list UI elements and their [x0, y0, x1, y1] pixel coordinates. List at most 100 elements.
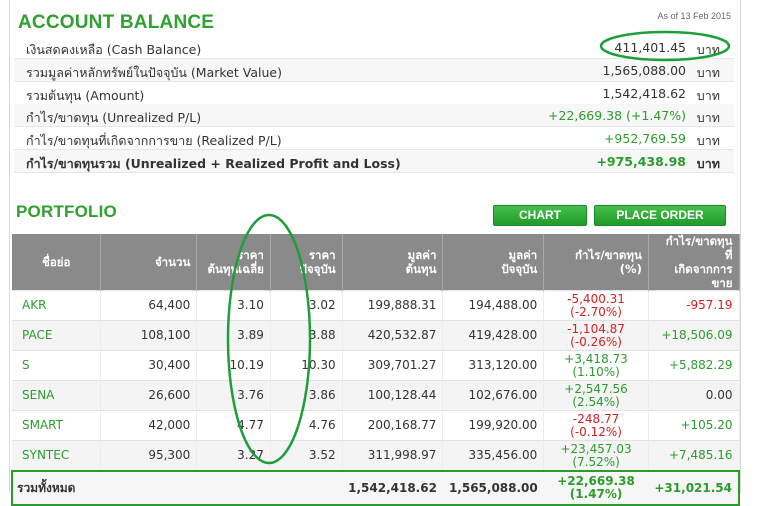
cell-cost-value: 200,168.77 [342, 410, 444, 441]
header-price[interactable]: ราคา ปัจจุบัน [270, 234, 343, 291]
cell-volume: 42,000 [100, 410, 198, 441]
cell-avg-cost: 3.89 [196, 320, 271, 351]
table-row[interactable]: S 30,400 10.19 10.30 309,701.27 313,120.00 +3,… [12, 350, 740, 381]
header-market-value[interactable]: มูลค่า ปัจจุบัน [442, 234, 545, 291]
total-unrealized-pl: +22,669.38 (1.47%) [543, 470, 649, 506]
pl-percent: (7.52%) [572, 454, 620, 469]
balance-unit: บาท [696, 42, 720, 57]
cell-symbol[interactable]: SYNTEC [12, 440, 102, 471]
cell-realized-pl: +18,506.09 [648, 320, 740, 351]
balance-value: 1,565,088.00 [602, 63, 687, 78]
balance-unit: บาท [696, 133, 720, 148]
header-cost-value-line2: ต้นทุน [405, 262, 437, 276]
balance-value: 411,401.45 [614, 40, 686, 55]
pl-amount: +2,547.56 [564, 381, 628, 396]
header-symbol[interactable]: ชื่อย่อ [12, 234, 102, 291]
cell-market-value: 313,120.00 [442, 350, 545, 381]
cell-volume: 30,400 [100, 350, 198, 381]
balance-row: กำไร/ขาดทุน (Unrealized P/L) +22,669.38 (… [14, 104, 734, 127]
portfolio-title: PORTFOLIO [16, 202, 117, 221]
balance-label: เงินสดคงเหลือ (Cash Balance) [26, 42, 202, 57]
balance-row: รวมมูลค่าหลักทรัพย์ในปัจจุบัน (Market Va… [14, 59, 734, 82]
cell-price: 3.88 [270, 320, 343, 351]
cell-symbol[interactable]: AKR [12, 290, 102, 321]
balance-label: กำไร/ขาดทุนรวม (Unrealized + Realized Pr… [26, 156, 401, 171]
balance-value: +952,769.59 [603, 131, 686, 146]
balance-unit: บาท [696, 65, 720, 80]
table-header-row: ชื่อย่อ จำนวน ราคา ต้นทุนเฉลี่ย ราคา ปัจจุ… [12, 234, 740, 291]
header-unrealized-pl[interactable]: กำไร/ขาดทุน (%) [543, 234, 649, 291]
cell-avg-cost: 3.27 [196, 440, 271, 471]
cell-unrealized-pl: -5,400.31 (-2.70%) [543, 290, 649, 321]
balance-row: เงินสดคงเหลือ (Cash Balance) 411,401.45 บา… [14, 36, 734, 59]
header-price-line2: ปัจจุบัน [299, 262, 336, 276]
cell-cost-value: 311,998.97 [342, 440, 444, 471]
cell-market-value: 335,456.00 [442, 440, 545, 471]
table-row[interactable]: PACE 108,100 3.89 3.88 420,532.87 419,428.00-… [12, 320, 740, 351]
pl-percent: (-0.26%) [570, 334, 622, 349]
balance-row: รวมต้นทุน (Amount) 1,542,418.62 บาท [14, 82, 734, 105]
table-row[interactable]: SYNTEC 95,300 3.27 3.52 311,998.97 335,456.00… [12, 440, 740, 471]
header-realized-line2: เกิดจากการขาย [674, 262, 733, 290]
cell-unrealized-pl: -1,104.87 (-0.26%) [543, 320, 649, 351]
cell-market-value: 194,488.00 [442, 290, 545, 321]
cell-market-value: 102,676.00 [442, 380, 545, 411]
place-order-button[interactable]: PLACE ORDER [594, 205, 726, 226]
cell-avg-cost: 3.10 [196, 290, 271, 321]
cell-volume: 26,600 [100, 380, 198, 411]
cell-price: 10.30 [270, 350, 343, 381]
header-realized-pl[interactable]: กำไร/ขาดทุน ที่ เกิดจากการขาย [648, 234, 740, 291]
header-avg-cost-line1: ราคา [237, 248, 264, 262]
table-row[interactable]: AKR 64,400 3.10 3.02 199,888.31 194,488.00 -5,… [12, 290, 740, 321]
balance-unit: บาท [696, 156, 720, 171]
pl-percent: (-2.70%) [570, 304, 622, 319]
header-realized-line1: กำไร/ขาดทุน ที่ [665, 234, 733, 262]
cell-cost-value: 309,701.27 [342, 350, 444, 381]
cell-price: 3.86 [270, 380, 343, 411]
cell-unrealized-pl: +2,547.56 (2.54%) [543, 380, 649, 411]
cell-price: 3.52 [270, 440, 343, 471]
cell-avg-cost: 10.19 [196, 350, 271, 381]
table-row[interactable]: SMART 42,000 4.77 4.76 200,168.77 199,920.00-… [12, 410, 740, 441]
balance-value: +22,669.38 (+1.47%) [547, 108, 686, 123]
chart-button[interactable]: CHART [493, 205, 587, 226]
cell-price: 3.02 [270, 290, 343, 321]
cell-realized-pl: +105.20 [648, 410, 740, 441]
total-empty [270, 470, 343, 506]
header-price-line1: ราคา [308, 248, 336, 262]
total-label: รวมทั้งหมด [11, 470, 197, 506]
cell-cost-value: 420,532.87 [342, 320, 444, 351]
header-volume[interactable]: จำนวน [100, 234, 198, 291]
cell-unrealized-pl: +23,457.03 (7.52%) [543, 440, 649, 471]
cell-symbol[interactable]: PACE [12, 320, 102, 351]
balance-unit: บาท [696, 110, 720, 125]
header-cost-value-line1: มูลค่า [407, 248, 437, 262]
total-pl-amount: +22,669.38 [557, 474, 635, 488]
cell-realized-pl: +5,882.29 [648, 350, 740, 381]
cell-realized-pl: 0.00 [648, 380, 740, 411]
total-empty [196, 470, 271, 506]
cell-volume: 95,300 [100, 440, 198, 471]
cell-realized-pl: +7,485.16 [648, 440, 740, 471]
header-cost-value[interactable]: มูลค่า ต้นทุน [342, 234, 444, 291]
cell-market-value: 199,920.00 [442, 410, 545, 441]
cell-symbol[interactable]: SMART [12, 410, 102, 441]
header-avg-cost[interactable]: ราคา ต้นทุนเฉลี่ย [196, 234, 271, 291]
table-row[interactable]: SENA 26,600 3.76 3.86 100,128.44 102,676.00 +2… [12, 380, 740, 411]
cell-symbol[interactable]: SENA [12, 380, 102, 411]
cell-market-value: 419,428.00 [442, 320, 545, 351]
balance-unit: บาท [696, 88, 720, 103]
cell-volume: 64,400 [100, 290, 198, 321]
header-market-value-line2: ปัจจุบัน [501, 262, 538, 276]
balance-row: กำไร/ขาดทุนรวม (Unrealized + Realized Pr… [14, 150, 734, 173]
total-pl-percent: (1.47%) [569, 487, 623, 501]
balance-label: กำไร/ขาดทุนที่เกิดจากการขาย (Realized P/… [26, 133, 282, 148]
balance-label: รวมมูลค่าหลักทรัพย์ในปัจจุบัน (Market Va… [26, 65, 282, 80]
cell-avg-cost: 3.76 [196, 380, 271, 411]
cell-cost-value: 199,888.31 [342, 290, 444, 321]
cell-realized-pl: -957.19 [648, 290, 740, 321]
total-cost-value: 1,542,418.62 [342, 470, 443, 506]
cell-avg-cost: 4.77 [196, 410, 271, 441]
cell-symbol[interactable]: S [12, 350, 102, 381]
cell-price: 4.76 [270, 410, 343, 441]
